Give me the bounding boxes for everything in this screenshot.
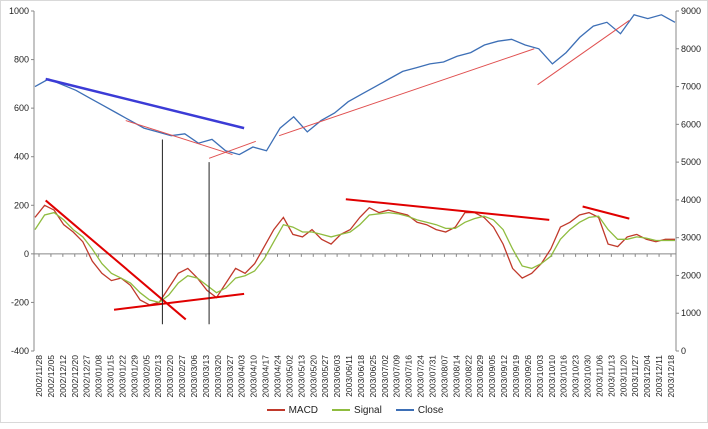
legend-label-macd: MACD — [288, 404, 319, 416]
y-right-tick-label: 5000 — [681, 157, 701, 167]
close-trendline — [537, 20, 630, 86]
x-tick-label: 2003/07/24 — [416, 355, 426, 398]
y-left-tick-label: -200 — [11, 297, 29, 307]
y-right-tick-label: 4000 — [681, 195, 701, 205]
legend-item-macd: MACD — [266, 404, 319, 416]
y-right-tick-label: 7000 — [681, 82, 701, 92]
x-tick-label: 2002/11/28 — [34, 355, 44, 397]
x-tick-label: 2003/07/09 — [392, 355, 402, 398]
series-line-signal — [34, 211, 675, 304]
y-left-tick-label: 600 — [14, 103, 29, 113]
x-tick-label: 2003/03/06 — [189, 355, 199, 398]
x-tick-label: 2003/08/22 — [463, 355, 473, 398]
x-tick-label: 2003/09/26 — [523, 355, 533, 398]
x-tick-label: 2003/11/06 — [594, 355, 604, 397]
y-right-tick-label: 3000 — [681, 233, 701, 243]
x-tick-label: 2002/12/20 — [70, 355, 80, 398]
x-tick-label: 2003/05/02 — [284, 355, 294, 398]
x-tick-label: 2003/09/12 — [499, 355, 509, 398]
x-tick-label: 2003/02/13 — [153, 355, 163, 398]
x-tick-label: 2003/04/10 — [249, 355, 259, 398]
x-tick-label: 2003/01/29 — [129, 355, 139, 398]
x-tick-label: 2003/03/20 — [213, 355, 223, 398]
x-tick-label: 2003/03/27 — [225, 355, 235, 398]
x-tick-label: 2003/11/13 — [606, 355, 616, 397]
x-tick-label: 2003/01/08 — [94, 355, 104, 398]
x-tick-label: 2003/07/02 — [380, 355, 390, 398]
y-right-tick-label: 2000 — [681, 270, 701, 280]
legend-swatch-macd — [266, 409, 285, 411]
x-tick-label: 2003/02/20 — [165, 355, 175, 398]
x-tick-label: 2003/02/27 — [177, 355, 187, 398]
series-line-close — [34, 14, 676, 156]
x-tick-label: 2003/10/23 — [571, 355, 581, 398]
x-tick-label: 2003/07/31 — [428, 355, 438, 398]
legend-label-signal: Signal — [354, 404, 382, 416]
legend-label-close: Close — [417, 404, 444, 416]
x-tick-label: 2003/01/22 — [117, 355, 127, 398]
y-left-tick-label: 200 — [14, 200, 29, 210]
legend-item-signal: Signal — [332, 405, 382, 416]
y-left-tick-label: -400 — [11, 346, 29, 356]
x-tick-label: 2003/10/03 — [535, 355, 545, 398]
x-tick-label: 2002/12/05 — [46, 355, 56, 398]
x-tick-label: 2002/12/12 — [58, 355, 68, 398]
x-tick-label: 2003/04/24 — [272, 355, 282, 398]
x-tick-label: 2003/03/13 — [201, 355, 211, 398]
y-right-tick-label: 0 — [681, 346, 686, 356]
x-tick-label: 2003/02/05 — [141, 355, 151, 398]
y-right-tick-label: 6000 — [681, 119, 701, 129]
x-tick-label: 2003/08/29 — [475, 355, 485, 398]
close-trendline — [208, 140, 256, 159]
x-tick-label: 2003/08/07 — [439, 355, 449, 398]
x-tick-label: 2003/06/03 — [332, 355, 342, 398]
y-left-tick-label: 0 — [24, 249, 29, 259]
x-tick-label: 2003/06/11 — [344, 355, 354, 397]
y-left-tick-label: 1000 — [9, 6, 29, 16]
series-line-macd — [34, 204, 675, 306]
x-tick-label: 2003/12/04 — [642, 355, 652, 398]
x-tick-label: 2003/06/25 — [368, 355, 378, 398]
x-tick-label: 2003/10/16 — [559, 355, 569, 398]
chart-legend: MACD Signal Close — [1, 402, 708, 418]
x-tick-label: 2002/12/27 — [82, 355, 92, 398]
x-tick-label: 2003/10/30 — [583, 355, 593, 398]
macd-trendline — [45, 199, 187, 321]
legend-item-close: Close — [395, 404, 444, 416]
x-tick-label: 2003/04/17 — [261, 355, 271, 398]
y-left-tick-label: 800 — [14, 55, 29, 65]
close-trendline — [45, 77, 245, 130]
x-tick-label: 2003/04/03 — [237, 355, 247, 398]
x-tick-label: 2003/11/27 — [630, 355, 640, 397]
y-right-tick-label: 9000 — [681, 6, 701, 16]
x-tick-label: 2003/05/20 — [308, 355, 318, 398]
legend-swatch-close — [395, 409, 414, 411]
close-trendline — [278, 48, 535, 137]
y-left-tick-label: 400 — [14, 152, 29, 162]
y-right-tick-label: 8000 — [681, 44, 701, 54]
x-tick-label: 2003/11/20 — [618, 355, 628, 397]
x-tick-label: 2003/01/15 — [106, 355, 116, 398]
x-tick-label: 2003/07/16 — [404, 355, 414, 398]
x-tick-label: 2003/12/11 — [654, 355, 664, 397]
close-trendline — [125, 120, 233, 156]
x-tick-label: 2003/10/10 — [547, 355, 557, 398]
x-tick-label: 2003/05/13 — [296, 355, 306, 398]
x-tick-label: 2003/06/18 — [356, 355, 366, 398]
macd-trendline — [345, 198, 550, 221]
macd-trendline — [113, 292, 245, 311]
x-tick-label: 2003/08/14 — [451, 355, 461, 398]
legend-swatch-signal — [332, 409, 351, 411]
x-tick-label: 2003/12/18 — [666, 355, 676, 398]
x-tick-label: 2003/09/05 — [487, 355, 497, 398]
macd-trendline — [582, 205, 630, 220]
x-tick-label: 2003/09/19 — [511, 355, 521, 398]
x-tick-label: 2003/05/27 — [320, 355, 330, 398]
y-right-tick-label: 1000 — [681, 308, 701, 318]
